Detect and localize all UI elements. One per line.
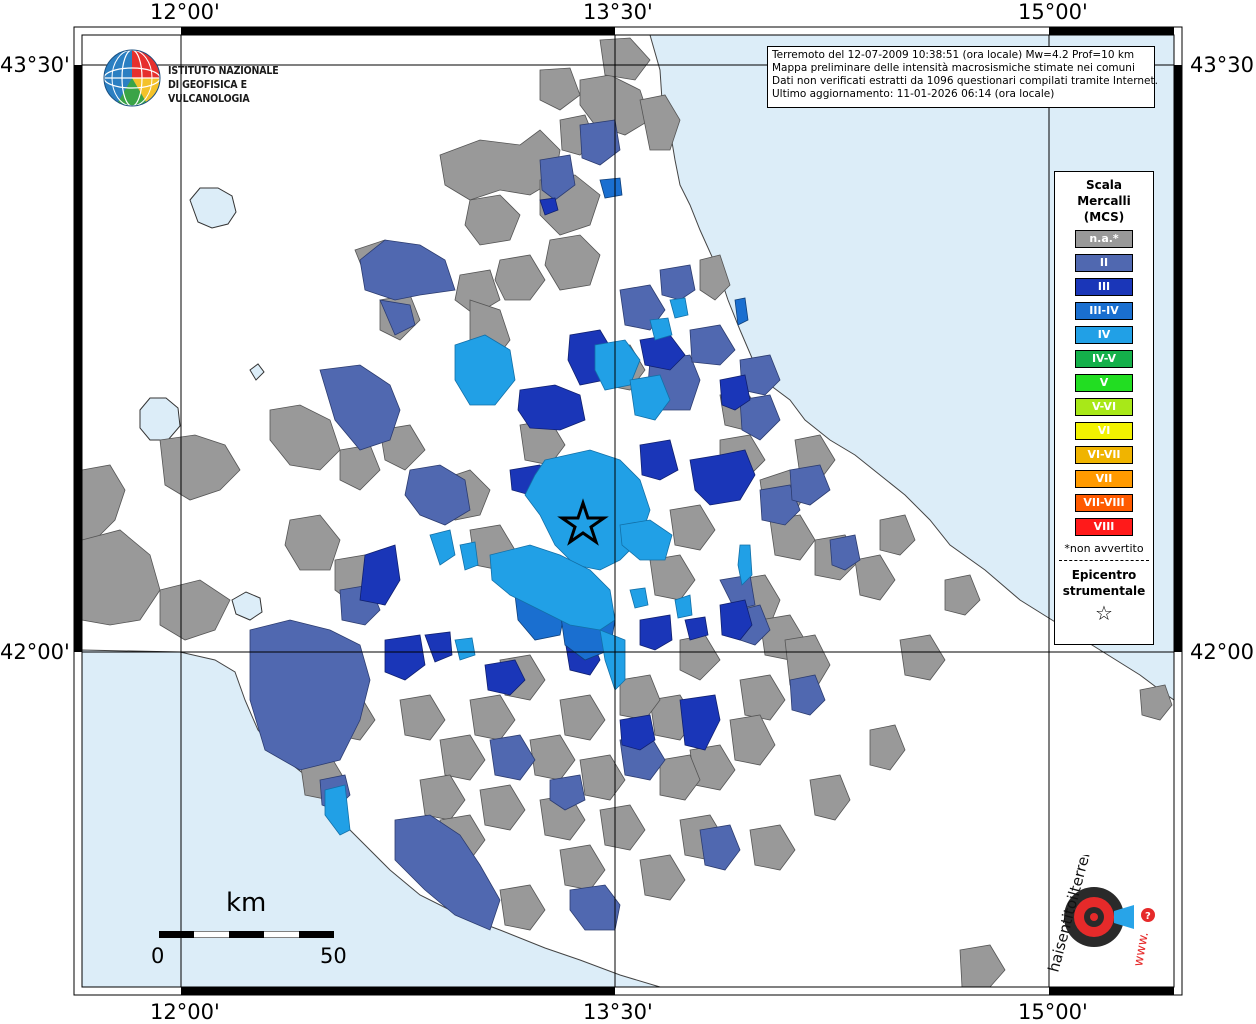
legend-title-line1: Scala [1085, 178, 1123, 192]
scale-start-label: 0 [151, 944, 165, 968]
legend-note: *non avvertito [1064, 542, 1144, 555]
intensity-legend: Scala Mercalli (MCS) n.a.* II III III-IV IV I… [1054, 171, 1154, 645]
lon-label-top-2: 13°30' [583, 0, 653, 24]
lon-label-bottom-2: 13°30' [583, 1000, 653, 1024]
lat-label-right-1: 43°30' [1190, 53, 1256, 77]
scale-end-label: 50 [320, 944, 347, 968]
ingv-logo-line2: DI GEOFISICA E VULCANOLOGIA [168, 78, 250, 105]
haisentito-logo: ? haisentitoilterremoto.it www. [1030, 803, 1170, 985]
legend-star-icon: ☆ [1095, 601, 1113, 625]
legend-item-2: III [1075, 278, 1133, 296]
event-info-line1: Terremoto del 12-07-2009 10:38:51 (ora l… [772, 49, 1135, 61]
legend-item-3: III-IV [1075, 302, 1133, 320]
sea [81, 34, 1175, 988]
legend-item-5: IV-V [1075, 350, 1133, 368]
svg-text:?: ? [1145, 911, 1151, 922]
lon-label-top-3: 15°00' [1018, 0, 1088, 24]
event-info-box: Terremoto del 12-07-2009 10:38:51 (ora l… [767, 46, 1158, 108]
legend-epicenter-line2: strumentale [1062, 584, 1146, 598]
legend-title: Scala Mercalli (MCS) [1055, 177, 1153, 225]
municipalities-intensity-IV [324, 297, 753, 836]
scale-unit: km [226, 888, 267, 918]
svg-text:www.: www. [1131, 931, 1152, 968]
legend-title-line3: (MCS) [1083, 210, 1125, 224]
municipalities-intensity-II [249, 119, 861, 931]
lat-label-right-2: 42°00' [1190, 640, 1256, 664]
map-frame [73, 26, 1183, 996]
legend-epicenter-title: Epicentro strumentale [1055, 567, 1153, 599]
event-info-line2: Mappa preliminare delle intensità macros… [772, 62, 1135, 74]
legend-item-7: V-VI [1075, 398, 1133, 416]
ingv-globe-icon [103, 49, 161, 107]
lon-label-bottom-3: 15°00' [1018, 1000, 1088, 1024]
lake-piediluco [249, 363, 265, 381]
legend-item-10: VII [1075, 470, 1133, 488]
legend-item-8: VI [1075, 422, 1133, 440]
lake-bracciano [231, 591, 263, 621]
legend-item-6: V [1075, 374, 1133, 392]
legend-item-1: II [1075, 254, 1133, 272]
event-info-line3: Dati non verificati estratti da 1096 que… [772, 75, 1158, 87]
ingv-logo-text: ISTITUTO NAZIONALE DI GEOFISICA E VULCAN… [168, 64, 300, 106]
lon-label-top-1: 12°00' [150, 0, 220, 24]
ingv-logo-line1: ISTITUTO NAZIONALE [168, 64, 279, 77]
lat-label-left-1: 43°30' [0, 53, 70, 77]
legend-title-line2: Mercalli [1077, 194, 1131, 208]
hai-sentito-icon: ? haisentitoilterremoto.it www. [1044, 803, 1155, 974]
lat-label-left-2: 42°00' [0, 640, 70, 664]
scale-bar [159, 931, 334, 938]
legend-epicenter-line1: Epicentro [1071, 568, 1137, 582]
legend-item-12: VIII [1075, 518, 1133, 536]
lon-label-bottom-1: 12°00' [150, 1000, 220, 1024]
lake-trasimeno [189, 187, 237, 229]
legend-items: n.a.* II III III-IV IV IV-V V V-VI VI VI-VII VII VI… [1055, 230, 1153, 536]
legend-item-11: VII-VIII [1075, 494, 1133, 512]
ingv-logo: ISTITUTO NAZIONALE DI GEOFISICA E VULCAN… [102, 48, 322, 110]
epicenter-star-icon [557, 498, 609, 546]
legend-item-0: n.a.* [1075, 230, 1133, 248]
legend-separator [1059, 560, 1149, 561]
event-info-line4: Ultimo aggiornamento: 11-01-2026 06:14 (… [772, 88, 1055, 100]
legend-item-9: VI-VII [1075, 446, 1133, 464]
legend-item-4: IV [1075, 326, 1133, 344]
lake-bolsena [139, 397, 181, 441]
lakes [139, 187, 265, 621]
